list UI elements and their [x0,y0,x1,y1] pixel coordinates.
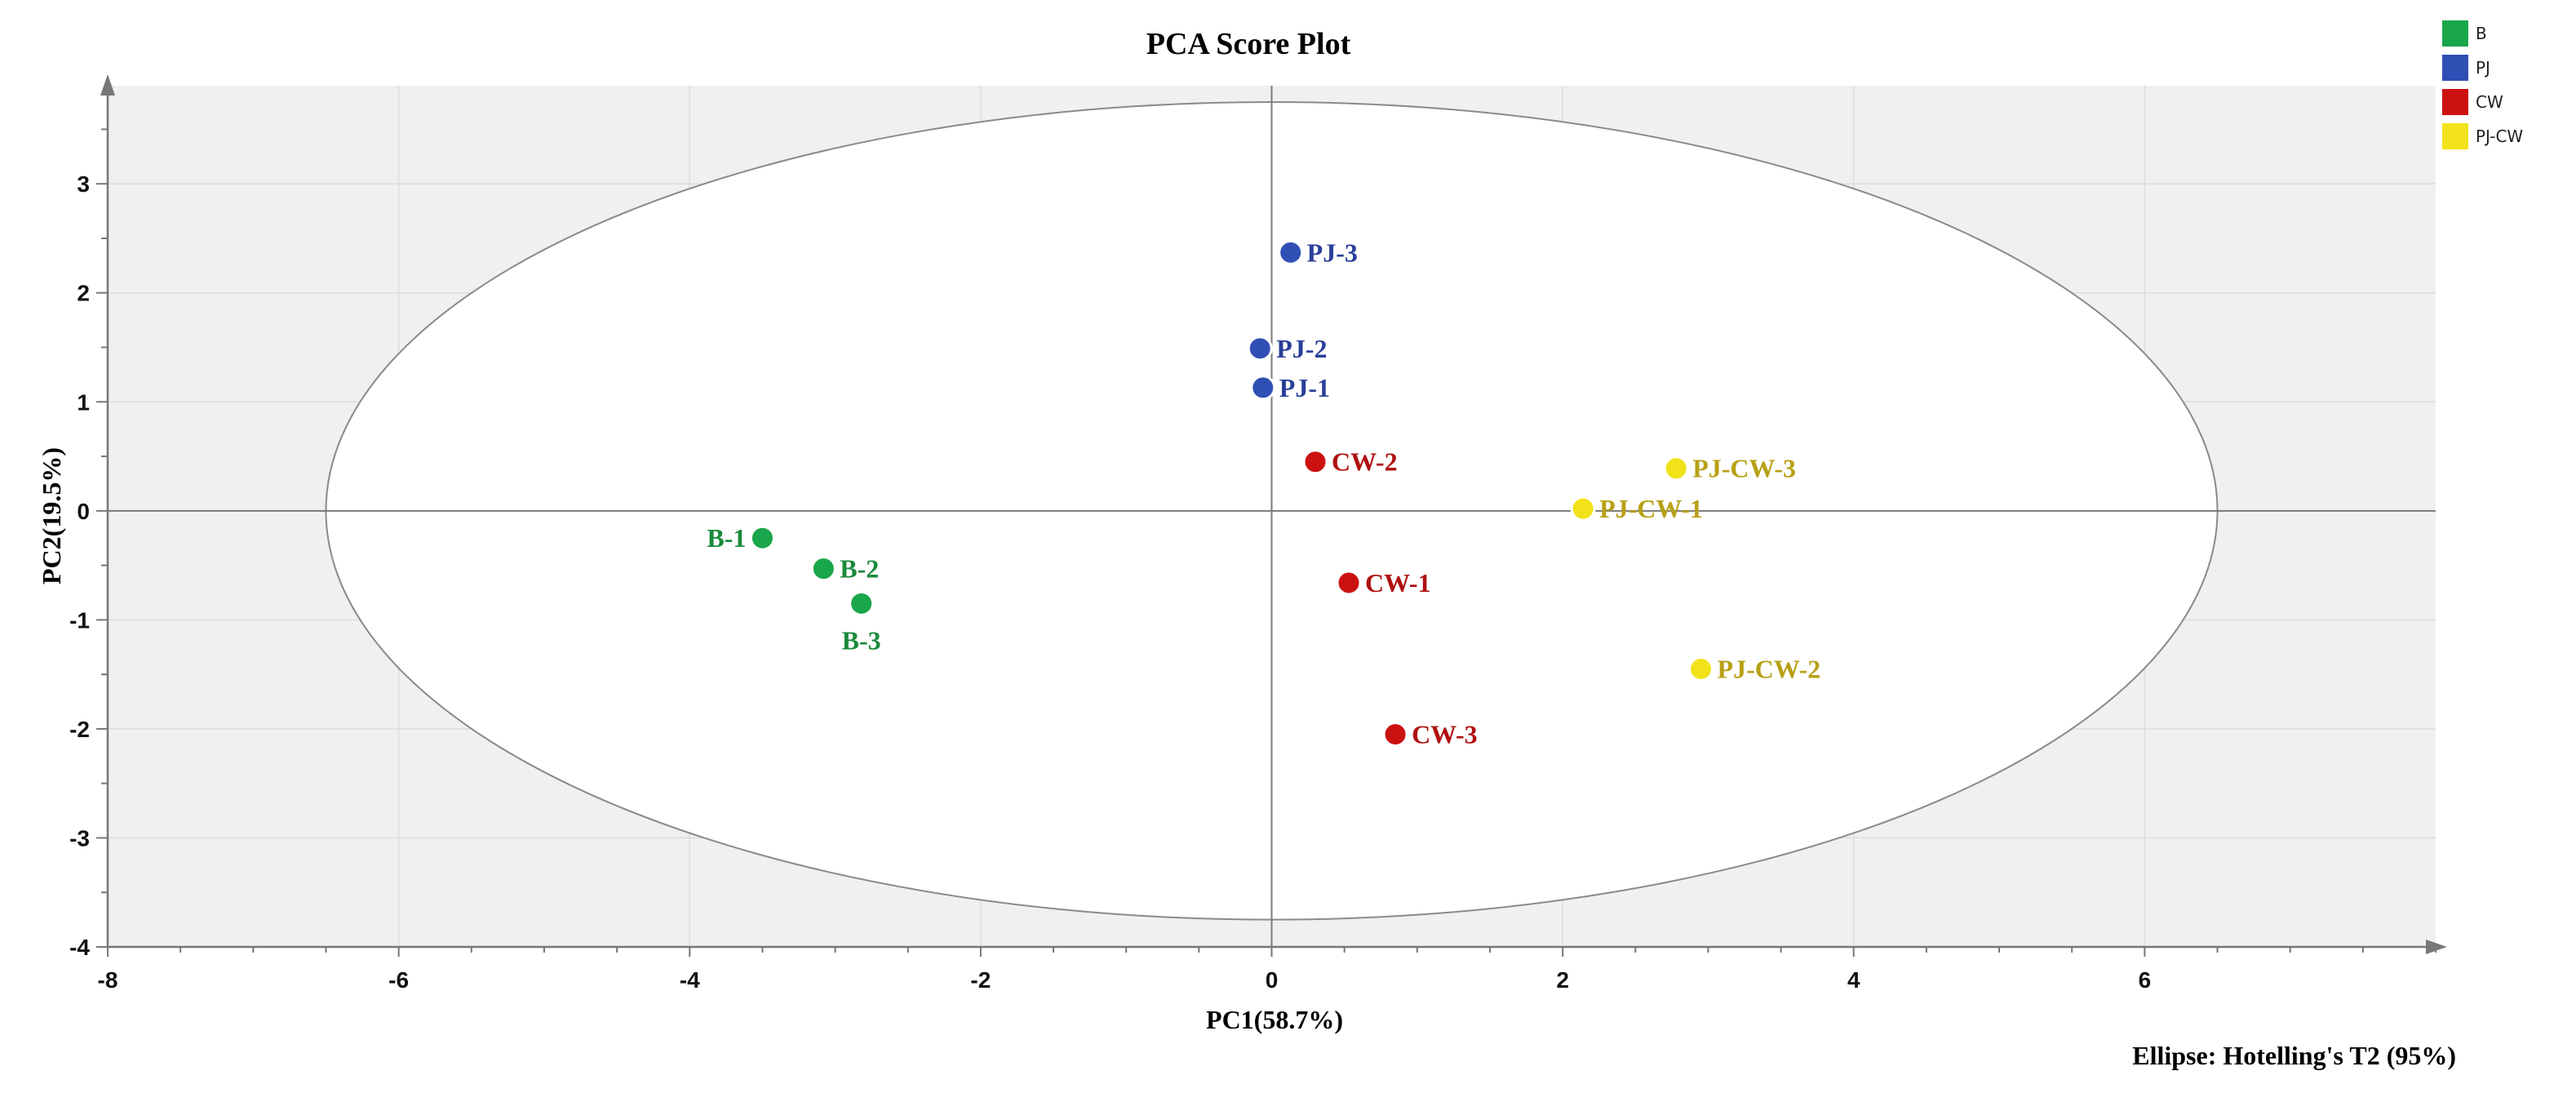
y-tick-label: 3 [77,171,90,197]
legend-swatch-pj-cw [2442,123,2468,149]
legend-swatch-b [2442,20,2468,47]
legend-label-b: B [2476,24,2487,43]
point-label-b-3: B-3 [842,625,881,655]
point-pj-cw-2 [1688,655,1714,682]
point-pj-2 [1247,335,1273,362]
point-b-2 [810,556,836,582]
point-label-cw-2: CW-2 [1332,447,1398,477]
point-label-cw-1: CW-1 [1365,568,1431,598]
point-label-pj-cw-1: PJ-CW-1 [1599,494,1703,523]
legend-label-pj: PJ [2476,58,2490,78]
point-cw-2 [1302,449,1328,475]
series-pj: PJ-3 PJ-2 PJ-1 [1247,238,1358,402]
series-b: B-1 B-2 B-3 [707,523,880,655]
x-tick-label: -8 [98,967,118,993]
point-b-3 [849,590,875,616]
x-tick-label: -2 [970,967,991,993]
point-cw-3 [1382,722,1408,748]
x-tick-label: -6 [388,967,409,993]
y-axis-label: PC2(19.5%) [37,447,66,584]
zero-lines [108,86,2436,947]
point-pj-3 [1278,239,1304,265]
legend-swatch-pj [2442,55,2468,81]
x-tick-label: 4 [1847,967,1860,993]
series-cw: CW-2 CW-1 CW-3 [1302,447,1478,749]
point-label-b-1: B-1 [707,523,746,553]
y-tick-label: 2 [77,281,90,306]
point-cw-1 [1336,570,1362,596]
point-pj-cw-3 [1663,455,1689,482]
point-label-pj-3: PJ-3 [1307,238,1358,267]
x-tick-label: 6 [2139,967,2152,993]
legend-label-cw: CW [2476,92,2503,112]
series-pj-cw: PJ-CW-3 PJ-CW-1 PJ-CW-2 [1570,454,1821,683]
legend: B PJ CW PJ-CW [2442,20,2523,149]
point-label-pj-cw-3: PJ-CW-3 [1692,454,1796,483]
point-pj-cw-1 [1570,495,1596,522]
x-tick-label: -4 [680,967,700,993]
chart-title: PCA Score Plot [1146,27,1351,61]
point-b-1 [749,525,775,551]
data-points: B-1 B-2 B-3 PJ-3 PJ-2 PJ-1 CW-2 CW-1 CW-3 PJ-CW-3… [707,238,1820,749]
y-tick-label: 0 [77,499,90,524]
ellipse-footnote: Ellipse: Hotelling's T2 (95%) [2132,1041,2456,1070]
point-label-pj-cw-2: PJ-CW-2 [1718,654,1821,683]
x-tick-label: 2 [1556,967,1569,993]
point-label-pj-2: PJ-2 [1276,334,1327,363]
legend-swatch-cw [2442,89,2468,115]
point-label-cw-3: CW-3 [1412,720,1478,749]
y-tick-label: -4 [69,935,90,960]
tick-labels: -8 -6 -4 -2 0 2 4 6 -4 -3 -2 -1 0 1 2 3 [69,128,2436,993]
y-tick-label: -3 [69,825,90,851]
legend-label-pj-cw: PJ-CW [2476,127,2523,146]
x-axis-label: PC1(58.7%) [1206,1005,1343,1034]
point-pj-1 [1250,375,1276,401]
y-tick-label: 1 [77,389,90,415]
y-tick-label: -1 [69,607,90,633]
y-tick-label: -2 [69,717,90,742]
y-axis-arrow [100,74,115,96]
point-label-pj-1: PJ-1 [1279,373,1330,402]
point-label-b-2: B-2 [840,554,879,584]
x-tick-label: 0 [1266,967,1279,993]
